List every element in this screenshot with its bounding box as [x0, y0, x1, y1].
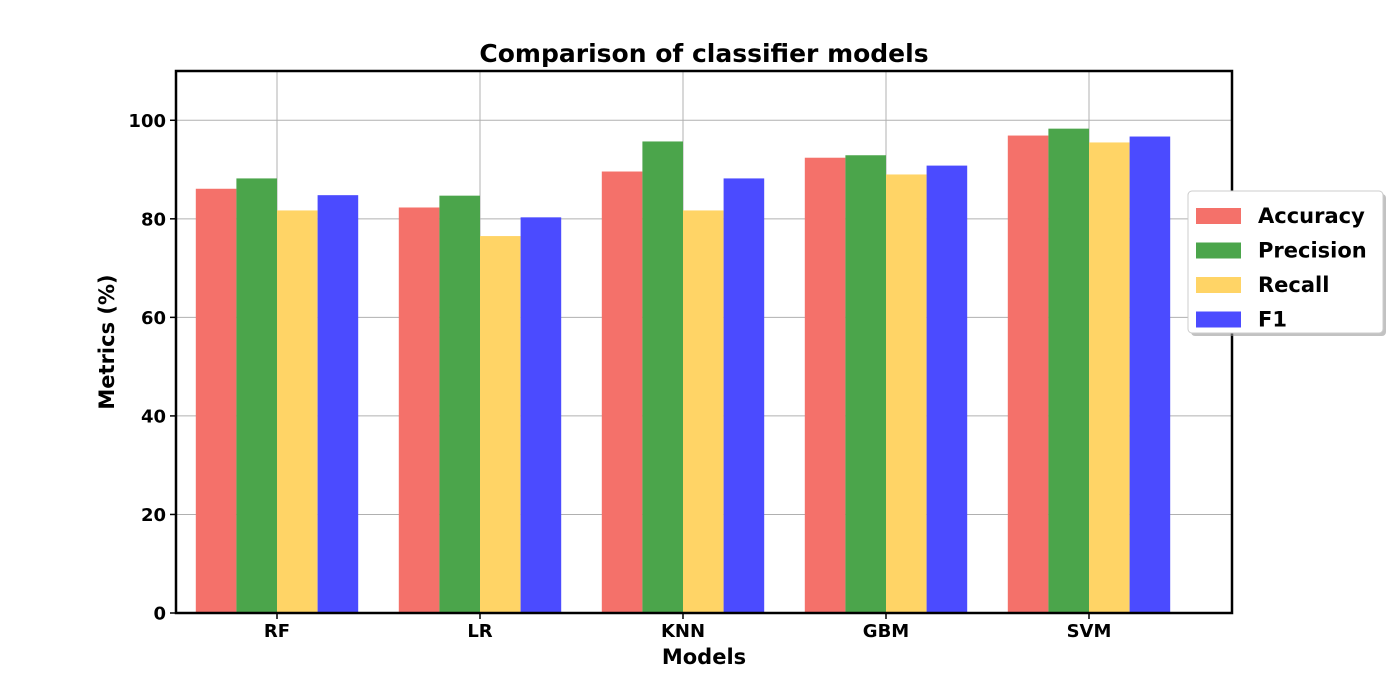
bar-precision-knn: [642, 141, 683, 613]
bar-precision-svm: [1048, 128, 1089, 613]
bar-recall-lr: [480, 236, 521, 613]
legend-label-accuracy: Accuracy: [1258, 204, 1365, 228]
bar-recall-rf: [277, 210, 318, 613]
legend-swatch-recall: [1196, 277, 1241, 293]
bar-f1-rf: [317, 195, 359, 613]
bar-f1-svm: [1129, 136, 1171, 614]
bar-recall-knn: [683, 210, 724, 613]
legend-box: [1187, 190, 1384, 334]
bar-f1-knn: [723, 178, 765, 613]
y-tick-label: 0: [153, 604, 166, 625]
bar-accuracy-lr: [398, 207, 440, 613]
legend-label-precision: Precision: [1258, 239, 1367, 263]
x-axis-ticks: RF LR KNN GBM SVM: [264, 613, 1111, 642]
bar-precision-gbm: [845, 155, 886, 614]
bar-f1-gbm: [926, 165, 968, 613]
y-axis-ticks: 0 20 40 60 80 100: [128, 111, 176, 625]
legend-label-f1: F1: [1258, 308, 1287, 332]
bar-precision-lr: [439, 195, 480, 613]
y-tick-label: 40: [141, 406, 166, 427]
legend-swatch-precision: [1196, 242, 1241, 259]
bar-accuracy-svm: [1007, 135, 1049, 613]
x-tick-label: RF: [264, 621, 290, 642]
bars: [195, 128, 1171, 614]
bar-f1-lr: [520, 217, 562, 613]
legend-label-recall: Recall: [1258, 273, 1329, 297]
bar-accuracy-rf: [195, 188, 237, 613]
y-tick-label: 80: [141, 209, 166, 230]
x-tick-label: GBM: [863, 621, 909, 642]
y-axis-label: Metrics (%): [95, 274, 119, 409]
bar-recall-svm: [1089, 142, 1130, 614]
bar-recall-gbm: [886, 174, 927, 614]
bar-accuracy-knn: [601, 171, 643, 613]
y-tick-label: 60: [141, 308, 166, 329]
x-tick-label: SVM: [1067, 621, 1112, 642]
y-tick-label: 100: [128, 111, 166, 132]
plot-area-frame: [174, 69, 1234, 615]
bar-accuracy-gbm: [804, 157, 846, 613]
x-axis-label: Models: [662, 645, 746, 669]
chart-title: Comparison of classifier models: [479, 39, 928, 68]
bar-precision-rf: [236, 178, 277, 613]
legend-swatch-f1: [1196, 311, 1241, 328]
x-tick-label: LR: [467, 621, 492, 642]
legend: Accuracy Precision Recall F1: [1187, 190, 1386, 336]
legend-swatch-accuracy: [1196, 208, 1241, 224]
y-tick-label: 20: [141, 505, 166, 526]
x-tick-label: KNN: [661, 621, 705, 642]
